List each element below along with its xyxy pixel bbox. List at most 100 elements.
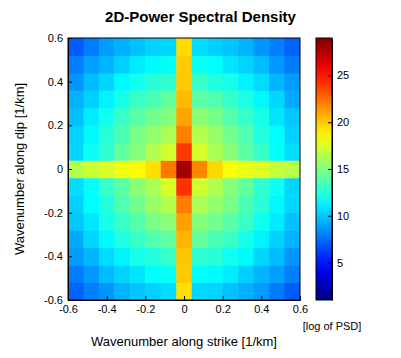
heatmap-cell — [130, 178, 146, 196]
heatmap-cell — [207, 125, 223, 143]
heatmap-cell — [145, 108, 161, 126]
colorbar-axis-tick-label: 15 — [337, 163, 349, 175]
heatmap-cell — [176, 178, 192, 196]
heatmap-cell — [269, 248, 285, 266]
x-axis-tick-mark — [145, 296, 146, 300]
heatmap-cell — [114, 230, 130, 248]
heatmap-cell — [238, 230, 254, 248]
heatmap-cell — [285, 108, 300, 126]
heatmap-cell — [254, 55, 270, 73]
heatmap-cell — [145, 248, 161, 266]
heatmap-cell — [254, 125, 270, 143]
y-axis-tick: 0 — [57, 163, 72, 175]
y-axis-tick-mark — [68, 256, 72, 257]
colorbar-title: [log of PSD] — [303, 320, 362, 332]
heatmap-cell — [99, 73, 115, 91]
heatmap-cell — [285, 90, 300, 108]
heatmap-cell — [68, 230, 84, 248]
heatmap-cell — [161, 213, 177, 231]
heatmap-cell — [238, 73, 254, 91]
heatmap-cell — [114, 108, 130, 126]
heatmap-cell — [83, 283, 99, 300]
heatmap-cell — [161, 125, 177, 143]
heatmap-cell — [99, 283, 115, 300]
heatmap-cell — [223, 73, 239, 91]
colorbar-axis-tick: 15 — [328, 163, 349, 175]
heatmap-cell — [269, 125, 285, 143]
heatmap-cell — [145, 38, 161, 56]
heatmap-cell — [161, 143, 177, 161]
heatmap-cell — [83, 178, 99, 196]
y-axis-tick-mark — [68, 125, 72, 126]
heatmap-cell — [223, 195, 239, 213]
y-axis-tick: 0.2 — [48, 119, 72, 131]
heatmap-cell — [161, 108, 177, 126]
heatmap-cell — [145, 125, 161, 143]
heatmap-cell — [161, 160, 177, 178]
heatmap-cell — [145, 195, 161, 213]
heatmap-cell — [254, 38, 270, 56]
heatmap-cell — [176, 160, 192, 178]
heatmap-cell — [114, 143, 130, 161]
x-axis-tick-label: 0.2 — [216, 303, 231, 315]
heatmap-cell — [285, 143, 300, 161]
colorbar-axis: 510152025 — [328, 39, 349, 301]
y-axis-tick-label: 0.2 — [48, 119, 63, 131]
y-axis-tick-label: 0.6 — [48, 32, 63, 44]
heatmap-cell — [99, 265, 115, 283]
heatmap-cell — [145, 73, 161, 91]
heatmap-cell — [68, 73, 84, 91]
heatmap-cell — [176, 125, 192, 143]
heatmap-cell — [269, 160, 285, 178]
heatmap-cell — [269, 178, 285, 196]
heatmap-cell — [254, 160, 270, 178]
heatmap-cell — [223, 125, 239, 143]
heatmap-cell — [192, 73, 208, 91]
heatmap-cell — [83, 265, 99, 283]
colorbar-axis-tick-mark — [328, 169, 332, 170]
heatmap-cell — [254, 178, 270, 196]
heatmap-cell — [207, 265, 223, 283]
heatmap-cell — [130, 265, 146, 283]
heatmap-cell — [207, 90, 223, 108]
heatmap-cell — [145, 160, 161, 178]
heatmap-cell — [238, 195, 254, 213]
heatmap-cell — [68, 160, 84, 178]
x-axis-tick-label: -0.4 — [98, 303, 117, 315]
x-axis-tick-mark — [223, 296, 224, 300]
heatmap-cell — [223, 55, 239, 73]
heatmap-cell — [114, 213, 130, 231]
heatmap-cell — [238, 178, 254, 196]
heatmap-cell — [145, 265, 161, 283]
colorbar-axis-tick-label: 10 — [337, 210, 349, 222]
heatmap-cell — [83, 90, 99, 108]
heatmap-cell — [285, 213, 300, 231]
heatmap-cell — [207, 213, 223, 231]
heatmap-cell — [254, 195, 270, 213]
heatmap-cell — [238, 108, 254, 126]
heatmap-cell — [176, 195, 192, 213]
colorbar-axis-tick-label: 5 — [337, 257, 343, 269]
heatmap-cell — [207, 73, 223, 91]
heatmap-cell — [130, 55, 146, 73]
colorbar-axis-line — [332, 39, 333, 301]
heatmap-cell — [207, 230, 223, 248]
heatmap-cell — [130, 213, 146, 231]
x-axis-tick: -0.4 — [98, 296, 117, 315]
heatmap-cell — [285, 195, 300, 213]
heatmap-cell — [192, 283, 208, 300]
heatmap-cell — [114, 195, 130, 213]
heatmap-cell — [130, 90, 146, 108]
y-axis-tick-label: 0.4 — [48, 76, 63, 88]
x-axis-tick-mark — [261, 296, 262, 300]
heatmap-cell — [161, 195, 177, 213]
heatmap-cell — [161, 248, 177, 266]
heatmap-cell — [99, 55, 115, 73]
heatmap-cell — [269, 283, 285, 300]
colorbar-axis-tick-mark — [328, 263, 332, 264]
heatmap-cell — [192, 125, 208, 143]
heatmap-cell — [145, 178, 161, 196]
x-axis-tick: 0.2 — [216, 296, 231, 315]
y-axis-tick-label: -0.2 — [44, 207, 63, 219]
heatmap-cell — [130, 160, 146, 178]
